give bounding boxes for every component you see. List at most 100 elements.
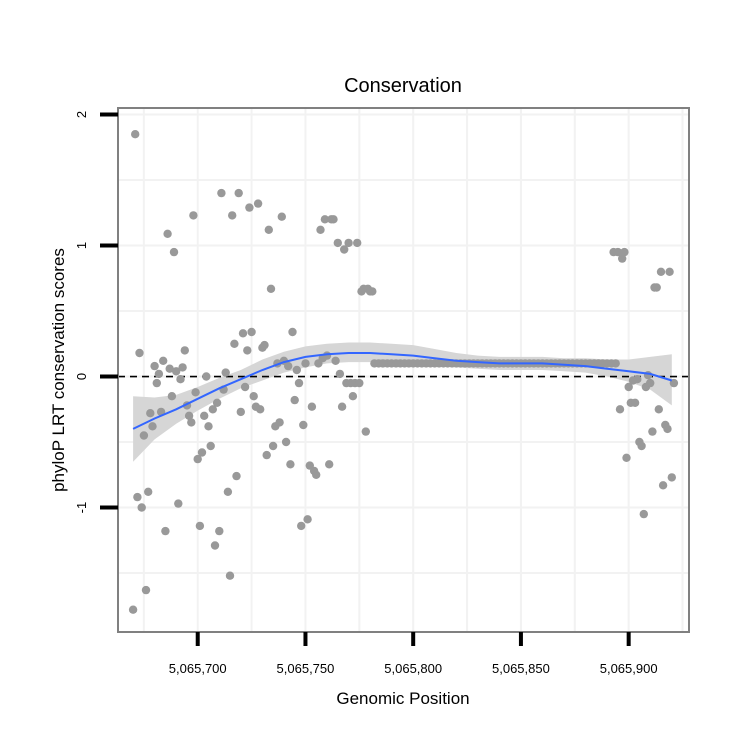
data-point <box>200 411 209 420</box>
data-point <box>368 287 377 296</box>
data-point <box>333 238 342 248</box>
y-tick-label: 0 <box>74 373 89 380</box>
data-point <box>144 487 153 496</box>
data-point <box>361 427 370 436</box>
data-point <box>236 407 245 417</box>
data-point <box>249 392 258 401</box>
data-point <box>303 515 312 524</box>
data-point <box>197 448 207 457</box>
data-point <box>217 188 226 198</box>
data-point <box>225 571 235 580</box>
data-point <box>234 188 243 198</box>
x-tick-label: 5,065,850 <box>492 661 550 676</box>
data-point <box>656 267 666 276</box>
data-point <box>180 346 189 355</box>
data-point <box>161 526 170 536</box>
data-point <box>331 356 340 365</box>
data-point <box>139 431 149 440</box>
data-point <box>245 203 254 212</box>
plot-border <box>117 107 690 633</box>
data-point <box>189 211 198 220</box>
data-point <box>240 382 250 392</box>
data-point <box>264 225 273 234</box>
data-point <box>210 541 220 550</box>
data-point <box>618 254 627 263</box>
data-point <box>353 238 362 248</box>
data-point <box>178 363 187 372</box>
data-point <box>286 460 295 469</box>
data-point <box>301 359 310 368</box>
data-point <box>232 471 241 481</box>
data-point <box>630 398 640 407</box>
data-point <box>150 361 159 371</box>
data-point <box>646 378 655 388</box>
data-point <box>633 375 642 384</box>
data-point <box>665 267 674 276</box>
data-point <box>294 378 304 388</box>
data-point <box>154 369 164 379</box>
data-point <box>266 284 276 293</box>
data-point <box>281 437 291 447</box>
data-point <box>654 405 663 414</box>
data-point <box>667 473 676 482</box>
data-point <box>141 585 151 595</box>
data-point <box>135 348 144 358</box>
plot-panel <box>117 107 690 633</box>
data-point <box>299 420 308 430</box>
data-point <box>243 346 252 355</box>
data-point <box>212 398 222 407</box>
data-point <box>167 392 177 401</box>
data-point <box>256 405 265 414</box>
smooth-trend-line <box>132 352 673 430</box>
data-point <box>325 460 334 469</box>
data-point <box>340 245 349 254</box>
data-point <box>260 340 269 350</box>
data-point <box>193 454 202 464</box>
data-point <box>615 405 625 414</box>
data-point <box>148 422 157 431</box>
data-point <box>648 427 657 436</box>
data-point <box>206 441 215 451</box>
data-point <box>312 470 321 479</box>
data-point <box>292 365 301 375</box>
data-point <box>223 487 233 496</box>
data-point <box>658 481 668 490</box>
data-point <box>208 405 217 414</box>
data-point <box>337 402 347 411</box>
x-tick-label: 5,065,800 <box>384 661 442 676</box>
data-point <box>159 356 168 365</box>
data-point <box>637 441 646 451</box>
data-point <box>131 130 140 139</box>
data-point <box>146 409 155 418</box>
data-point <box>284 361 293 371</box>
data-point <box>297 521 306 531</box>
data-point <box>221 368 230 377</box>
data-point <box>247 327 256 337</box>
data-point <box>169 247 179 257</box>
x-tick-label: 5,065,700 <box>169 661 227 676</box>
x-tick-label: 5,065,750 <box>277 661 335 676</box>
data-point <box>622 453 631 462</box>
data-point <box>335 369 345 379</box>
x-axis: 5,065,700 5,065,750 5,065,800 5,065,850 5,06… <box>169 632 658 676</box>
data-point <box>191 388 200 397</box>
grid-lines <box>118 108 689 632</box>
data-point <box>202 372 211 381</box>
y-axis-label: phyloP LRT conservation scores <box>49 248 68 492</box>
data-point <box>344 238 353 248</box>
data-point <box>262 450 271 460</box>
data-point <box>152 378 161 388</box>
y-tick-label: 1 <box>74 242 89 249</box>
data-point <box>253 199 263 208</box>
data-point <box>639 509 648 519</box>
data-point <box>184 411 194 420</box>
data-point <box>195 521 205 531</box>
data-point <box>329 215 338 224</box>
data-point <box>268 441 278 451</box>
x-tick-label: 5,065,900 <box>600 661 658 676</box>
data-point <box>133 492 142 502</box>
data-point <box>277 212 286 221</box>
data-point <box>163 229 172 238</box>
data-points <box>128 130 679 614</box>
data-point <box>611 359 620 368</box>
